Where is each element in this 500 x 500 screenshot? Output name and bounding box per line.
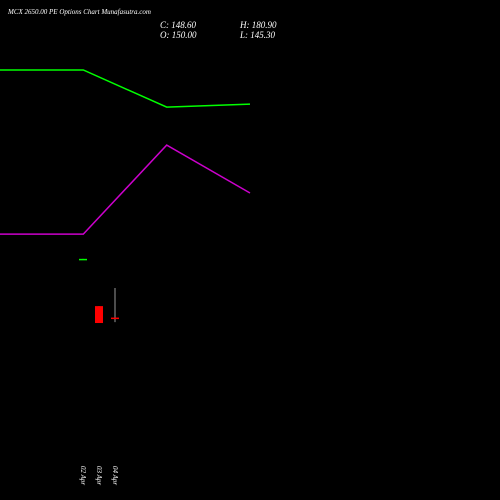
ohlc-low: L: 145.30 bbox=[239, 30, 276, 40]
candle-body bbox=[111, 317, 119, 320]
x-tick-label: 04 Apr bbox=[111, 466, 119, 485]
indicator-line bbox=[0, 144, 251, 235]
ohlc-high: H: 180.90 bbox=[239, 20, 277, 30]
chart-title: MCX 2650.00 PE Options Chart Munafasutra… bbox=[7, 8, 151, 16]
ohlc-close: C: 148.60 bbox=[160, 20, 197, 30]
x-tick-label: 03 Apr bbox=[95, 466, 103, 485]
candle-body bbox=[95, 306, 103, 324]
x-tick-label: 02 Apr bbox=[79, 466, 87, 485]
indicator-line bbox=[0, 69, 251, 108]
candle-body bbox=[79, 258, 87, 261]
ohlc-open: O: 150.00 bbox=[160, 30, 197, 40]
